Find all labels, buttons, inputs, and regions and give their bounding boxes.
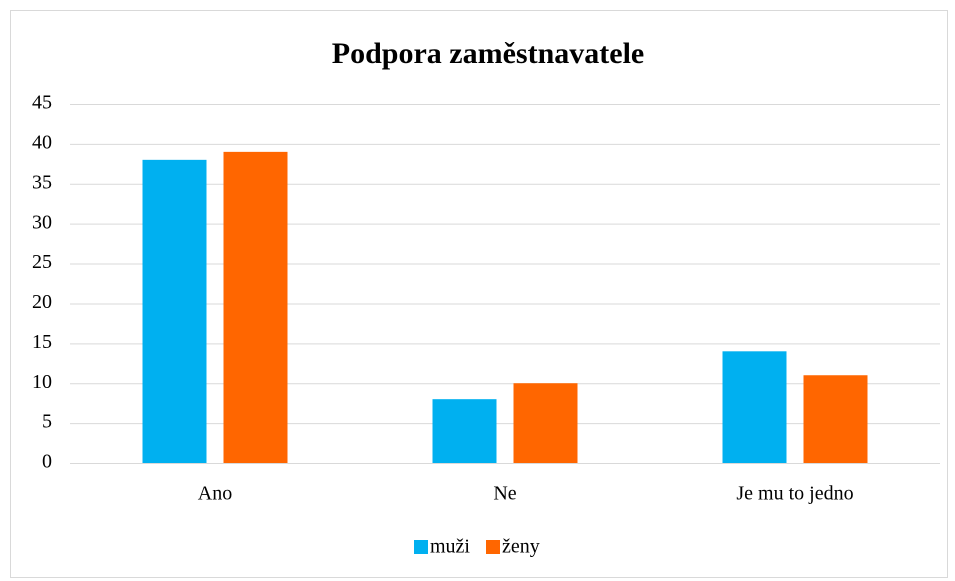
- x-tick-label: Je mu to jedno: [736, 483, 853, 505]
- bar: [223, 151, 288, 463]
- bar: [722, 351, 787, 463]
- bar: [432, 399, 497, 463]
- chart-title: Podpora zaměstnavatele: [332, 37, 644, 70]
- legend-label: ženy: [502, 536, 540, 558]
- legend-label: muži: [430, 536, 470, 558]
- y-tick-label: 15: [32, 331, 52, 353]
- y-tick-label: 25: [32, 251, 52, 273]
- y-tick-label: 30: [32, 211, 52, 233]
- y-tick-label: 40: [32, 131, 52, 153]
- x-tick-label: Ano: [198, 483, 232, 505]
- bar: [513, 383, 578, 463]
- y-tick-label: 35: [32, 171, 52, 193]
- legend-swatch: [486, 540, 500, 554]
- bar: [803, 375, 868, 463]
- bar: [142, 159, 207, 463]
- x-tick-label: Ne: [493, 483, 516, 505]
- legend-swatch: [414, 540, 428, 554]
- y-tick-label: 20: [32, 291, 52, 313]
- y-tick-label: 5: [42, 411, 52, 433]
- y-tick-label: 45: [32, 92, 52, 114]
- y-tick-label: 10: [32, 371, 52, 393]
- y-tick-label: 0: [42, 451, 52, 473]
